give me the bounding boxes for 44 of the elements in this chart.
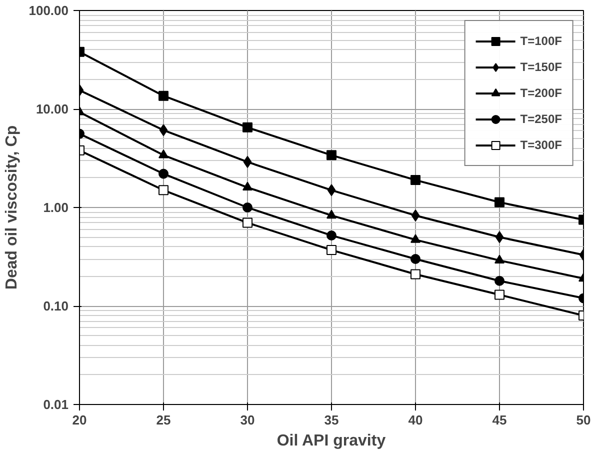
x-tick-label: 50: [576, 412, 591, 428]
point: [327, 184, 336, 196]
point: [410, 269, 420, 280]
point: [410, 234, 420, 243]
x-axis-title: Oil API gravity: [276, 432, 386, 450]
x-tick-label: 35: [324, 412, 339, 428]
point: [242, 202, 252, 212]
point: [326, 210, 336, 219]
x-tick-label: 45: [492, 412, 507, 428]
y-tick-label: 1.00: [43, 200, 69, 215]
x-tick-label: 25: [156, 412, 171, 428]
point: [410, 175, 420, 186]
y-tick-label: 0.01: [43, 397, 69, 412]
point: [158, 168, 168, 179]
y-tick-label: 10.00: [36, 102, 69, 116]
x-tick-label: 40: [408, 412, 423, 428]
point: [494, 197, 504, 208]
point: [326, 230, 336, 240]
y-axis-title: Dead oil viscosity, Cp: [4, 125, 21, 290]
point: [242, 122, 252, 132]
legend-label: T=200F: [520, 86, 562, 100]
point: [158, 185, 168, 196]
legend-label: T=100F: [520, 34, 562, 48]
legend-label: T=150F: [520, 60, 562, 74]
point: [326, 245, 336, 256]
point: [159, 124, 168, 136]
point: [495, 231, 504, 244]
point: [158, 90, 168, 101]
x-tick-label: 30: [240, 412, 255, 428]
point: [158, 149, 168, 158]
x-tick-label: 20: [72, 412, 87, 428]
point: [242, 218, 252, 228]
point: [243, 156, 252, 168]
point: [326, 150, 336, 160]
point: [411, 209, 420, 222]
point: [494, 290, 504, 300]
point: [494, 276, 504, 286]
point: [410, 254, 420, 264]
y-tick-label: 0.10: [43, 298, 69, 314]
point: [494, 254, 504, 264]
legend-label: T=300F: [520, 138, 562, 152]
y-tick-label: 100.00: [28, 3, 69, 18]
legend-label: T=250F: [520, 112, 562, 126]
point: [242, 182, 252, 190]
